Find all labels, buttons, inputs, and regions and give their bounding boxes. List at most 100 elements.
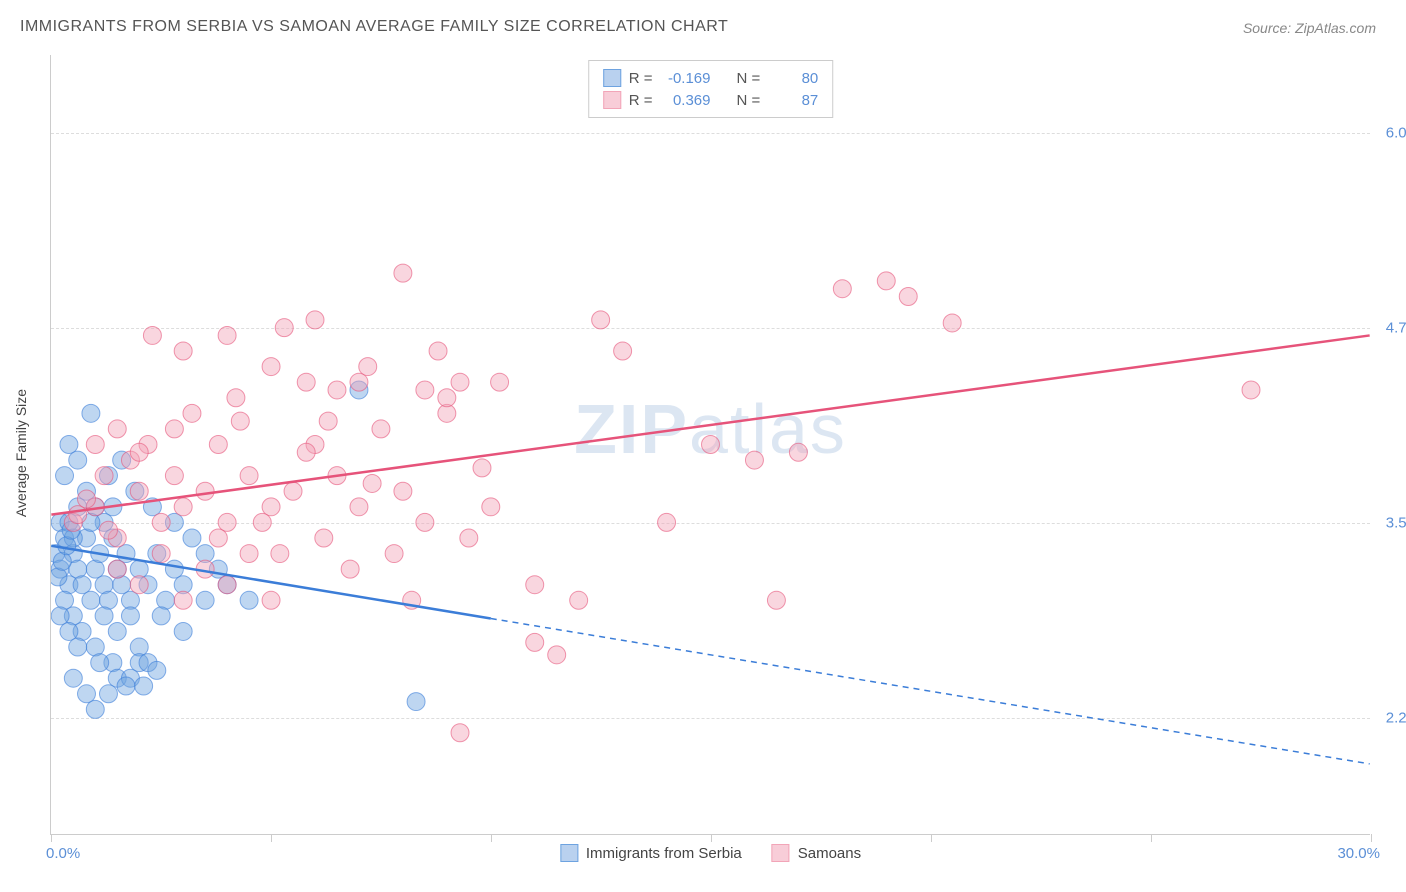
x-tick [271, 834, 272, 842]
legend-n-value: 87 [768, 92, 818, 109]
y-tick-label: 3.50 [1386, 515, 1406, 532]
series-legend: Immigrants from Serbia Samoans [560, 844, 861, 862]
data-point [899, 288, 917, 306]
data-point [73, 576, 91, 594]
legend-r-value: 0.369 [661, 92, 711, 109]
data-point [174, 342, 192, 360]
legend-row: R = 0.369 N = 87 [603, 89, 819, 111]
data-point [570, 591, 588, 609]
data-point [262, 498, 280, 516]
x-axis-min: 0.0% [46, 845, 80, 862]
data-point [416, 513, 434, 531]
legend-item: Samoans [772, 844, 861, 862]
data-point [231, 412, 249, 430]
data-point [227, 389, 245, 407]
data-point [95, 607, 113, 625]
legend-r-label: R = [629, 70, 653, 87]
data-point [482, 498, 500, 516]
data-point [174, 591, 192, 609]
data-point [297, 443, 315, 461]
data-point [745, 451, 763, 469]
data-point [789, 443, 807, 461]
legend-label: Samoans [798, 845, 861, 862]
x-tick [491, 834, 492, 842]
data-point [174, 498, 192, 516]
data-point [183, 404, 201, 422]
data-point [262, 358, 280, 376]
data-point [341, 560, 359, 578]
data-point [253, 513, 271, 531]
regression-line [51, 335, 1369, 514]
x-tick [931, 834, 932, 842]
data-point [240, 545, 258, 563]
data-point [108, 420, 126, 438]
x-tick [1151, 834, 1152, 842]
x-tick [51, 834, 52, 842]
scatter-plot [51, 55, 1370, 834]
data-point [262, 591, 280, 609]
data-point [350, 373, 368, 391]
data-point [196, 482, 214, 500]
data-point [702, 436, 720, 454]
data-point [658, 513, 676, 531]
data-point [209, 436, 227, 454]
data-point [152, 607, 170, 625]
data-point [943, 314, 961, 332]
legend-label: Immigrants from Serbia [586, 845, 742, 862]
data-point [130, 576, 148, 594]
chart-title: IMMIGRANTS FROM SERBIA VS SAMOAN AVERAGE… [20, 18, 728, 36]
legend-row: R = -0.169 N = 80 [603, 67, 819, 89]
data-point [56, 467, 74, 485]
data-point [271, 545, 289, 563]
data-point [372, 420, 390, 438]
data-point [306, 311, 324, 329]
x-tick [711, 834, 712, 842]
data-point [1242, 381, 1260, 399]
data-point [385, 545, 403, 563]
data-point [473, 459, 491, 477]
data-point [407, 693, 425, 711]
legend-r-label: R = [629, 92, 653, 109]
data-point [51, 568, 67, 586]
legend-n-label: N = [737, 70, 761, 87]
data-point [64, 669, 82, 687]
legend-swatch [772, 844, 790, 862]
data-point [143, 326, 161, 344]
plot-area: ZIPatlas 2.253.504.756.00 Average Family… [50, 55, 1370, 835]
y-axis-title: Average Family Size [13, 388, 29, 516]
data-point [451, 724, 469, 742]
legend-r-value: -0.169 [661, 70, 711, 87]
data-point [592, 311, 610, 329]
data-point [86, 436, 104, 454]
data-point [526, 576, 544, 594]
data-point [148, 661, 166, 679]
data-point [209, 529, 227, 547]
data-point [165, 560, 183, 578]
data-point [78, 490, 96, 508]
data-point [69, 638, 87, 656]
data-point [350, 498, 368, 516]
legend-n-label: N = [737, 92, 761, 109]
data-point [429, 342, 447, 360]
data-point [363, 474, 381, 492]
data-point [152, 513, 170, 531]
data-point [174, 622, 192, 640]
x-axis-max: 30.0% [1337, 845, 1380, 862]
data-point [275, 319, 293, 337]
data-point [491, 373, 509, 391]
data-point [614, 342, 632, 360]
legend-n-value: 80 [768, 70, 818, 87]
data-point [394, 264, 412, 282]
data-point [108, 622, 126, 640]
data-point [152, 545, 170, 563]
data-point [130, 443, 148, 461]
data-point [51, 607, 69, 625]
regression-line-dashed [491, 618, 1370, 763]
data-point [108, 560, 126, 578]
data-point [218, 326, 236, 344]
y-tick-label: 2.25 [1386, 710, 1406, 727]
data-point [91, 654, 109, 672]
y-tick-label: 6.00 [1386, 125, 1406, 142]
data-point [328, 381, 346, 399]
data-point [135, 677, 153, 695]
